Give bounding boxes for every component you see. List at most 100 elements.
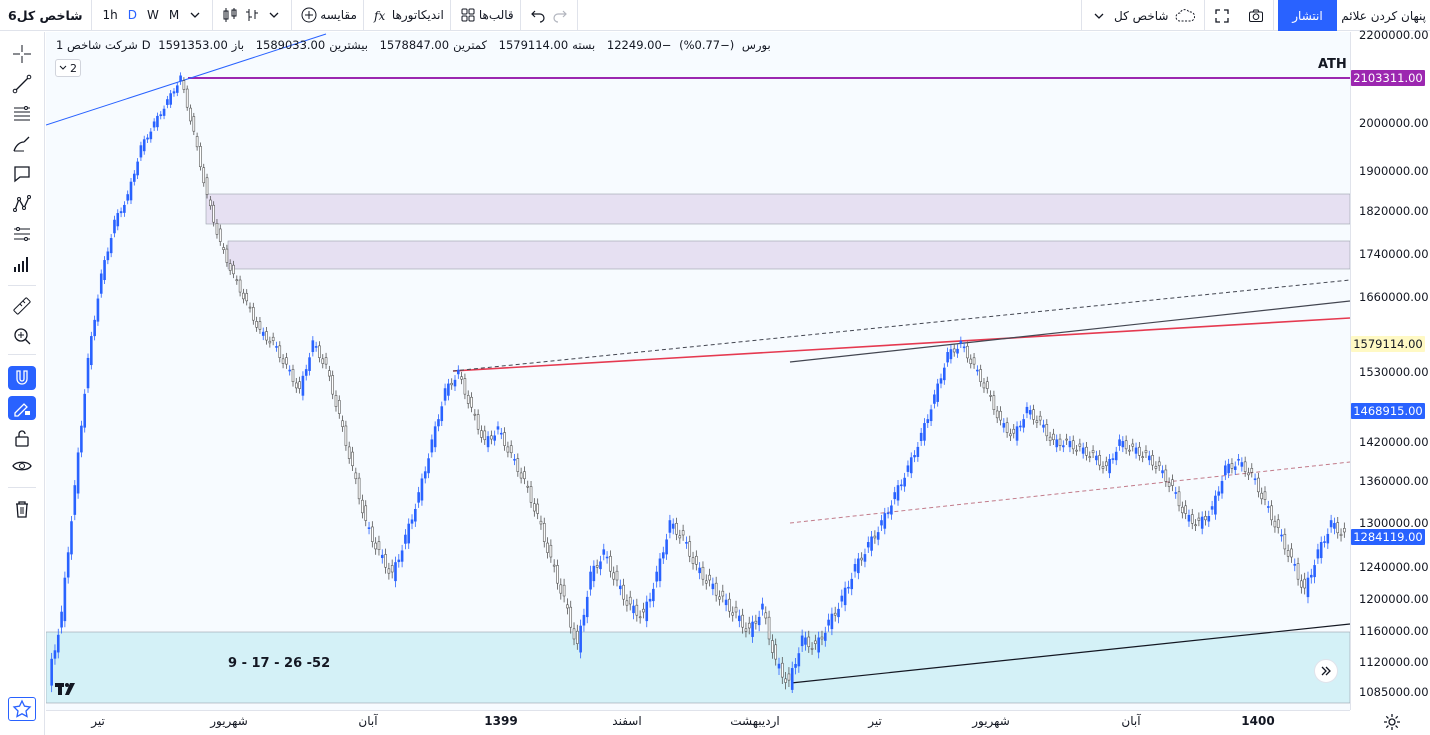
measure-tool[interactable] xyxy=(8,294,36,318)
magnet-tool[interactable] xyxy=(8,366,36,390)
divider xyxy=(362,0,364,31)
candle-body xyxy=(443,388,447,401)
candle-body xyxy=(1062,445,1065,448)
time-tick: آبان xyxy=(358,714,378,728)
lock-tool[interactable] xyxy=(8,426,36,450)
publish-button[interactable]: انتشار xyxy=(1278,0,1337,31)
chart-settings-button[interactable] xyxy=(1383,713,1401,731)
timeframe-1h[interactable]: 1h xyxy=(102,8,118,22)
price-axis[interactable]: 2200000.00 2000000.00 1900000.00 1820000… xyxy=(1350,28,1430,710)
candle-body xyxy=(757,616,761,626)
symbol-search[interactable]: شاخص کل6 xyxy=(8,7,83,23)
candle-body xyxy=(734,606,738,613)
candle-body xyxy=(344,425,348,446)
candle-body xyxy=(1276,519,1280,528)
candle-body xyxy=(215,222,219,235)
crosshair-tool[interactable] xyxy=(8,42,36,66)
fib-tool[interactable] xyxy=(8,102,36,126)
candle-body xyxy=(1230,463,1234,469)
candle-body xyxy=(324,357,328,365)
zoom-tool[interactable] xyxy=(8,324,36,348)
candle-body xyxy=(1005,422,1009,433)
chevron-down-icon[interactable] xyxy=(187,7,203,23)
candle-body xyxy=(1144,450,1148,454)
chart-type-button[interactable] xyxy=(213,0,291,31)
chart-pane[interactable] xyxy=(45,32,1351,710)
trash-icon xyxy=(16,501,28,518)
candle-body xyxy=(1085,446,1088,456)
price-tick: 1530000.00 xyxy=(1359,365,1429,379)
chevron-down-icon[interactable] xyxy=(266,7,282,23)
trend-line-tool[interactable] xyxy=(8,72,36,96)
candle-body xyxy=(946,352,949,363)
indicators-collapse-button[interactable]: 2 xyxy=(55,59,81,77)
candle-body xyxy=(460,376,463,380)
chevron-down-icon xyxy=(59,65,67,70)
remove-tool[interactable] xyxy=(8,497,36,521)
camera-icon xyxy=(1249,9,1264,22)
brush-tool[interactable] xyxy=(8,132,36,156)
candle-body xyxy=(929,409,933,422)
candle-body xyxy=(1147,455,1151,461)
hide-markers-button[interactable]: پنهان کردن علائم xyxy=(1341,8,1426,23)
candle-body xyxy=(1151,455,1154,466)
candle-body xyxy=(711,583,715,590)
redo-icon[interactable] xyxy=(552,7,568,23)
candle-body xyxy=(116,213,120,227)
layout-button[interactable]: شاخص کل xyxy=(1082,0,1204,31)
candle-body xyxy=(450,382,453,386)
candle-body xyxy=(70,521,73,555)
templates-button[interactable]: قالب‌ها xyxy=(451,0,520,31)
candle-body xyxy=(566,604,569,609)
legend-interval: 1D xyxy=(56,38,151,52)
compare-button[interactable]: مقایسه xyxy=(292,0,363,31)
callout-icon xyxy=(14,166,30,183)
volume-profile-tool[interactable] xyxy=(8,252,36,276)
time-axis[interactable]: تیر شهریور آبان 1399 اسفند اردیبهشت تیر … xyxy=(46,710,1350,735)
candle-body xyxy=(1309,574,1313,578)
candle-body xyxy=(328,370,331,377)
candle-body xyxy=(1157,461,1161,467)
favorites-tool[interactable] xyxy=(8,697,36,721)
candle-body xyxy=(526,485,530,488)
pattern-tool[interactable] xyxy=(8,192,36,216)
scroll-to-realtime-button[interactable] xyxy=(1314,659,1338,683)
candle-body xyxy=(592,565,596,582)
prediction-tool[interactable] xyxy=(8,222,36,246)
candle-body xyxy=(787,673,791,681)
candle-body xyxy=(1177,491,1181,507)
timeframe-m[interactable]: M xyxy=(168,8,180,22)
indicators-button[interactable]: fx اندیکاتورها xyxy=(364,0,450,31)
candle-body xyxy=(63,577,67,622)
candle-body xyxy=(410,519,414,524)
candle-body xyxy=(615,570,619,581)
timeframe-w[interactable]: W xyxy=(147,8,159,22)
candle-body xyxy=(1329,520,1333,528)
dashed-channel-upper xyxy=(452,279,1351,372)
candle-body xyxy=(698,567,701,574)
price-tick: 1820000.00 xyxy=(1359,204,1429,218)
fib-retracement-icon xyxy=(14,106,30,121)
candle-body xyxy=(962,346,966,349)
candle-body xyxy=(513,458,516,461)
candle-body xyxy=(156,115,159,128)
annotation-tool[interactable] xyxy=(8,162,36,186)
candle-body xyxy=(1303,578,1306,589)
price-chart[interactable] xyxy=(45,32,1351,710)
candle-body xyxy=(691,557,695,564)
undo-icon[interactable] xyxy=(530,7,546,23)
candle-body xyxy=(1065,438,1068,441)
fullscreen-button[interactable] xyxy=(1205,0,1239,31)
divider xyxy=(8,285,36,286)
gear-icon xyxy=(1384,714,1400,730)
candle-body xyxy=(76,452,80,494)
candle-body xyxy=(913,455,916,458)
visibility-tool[interactable] xyxy=(8,454,36,478)
candle-body xyxy=(252,307,255,321)
tradingview-logo[interactable] xyxy=(54,681,80,701)
snapshot-button[interactable] xyxy=(1239,0,1273,31)
candle-body xyxy=(1108,458,1111,474)
candle-body xyxy=(73,485,77,515)
timeframe-d[interactable]: D xyxy=(127,8,138,22)
stay-in-drawing-mode[interactable] xyxy=(8,396,36,420)
